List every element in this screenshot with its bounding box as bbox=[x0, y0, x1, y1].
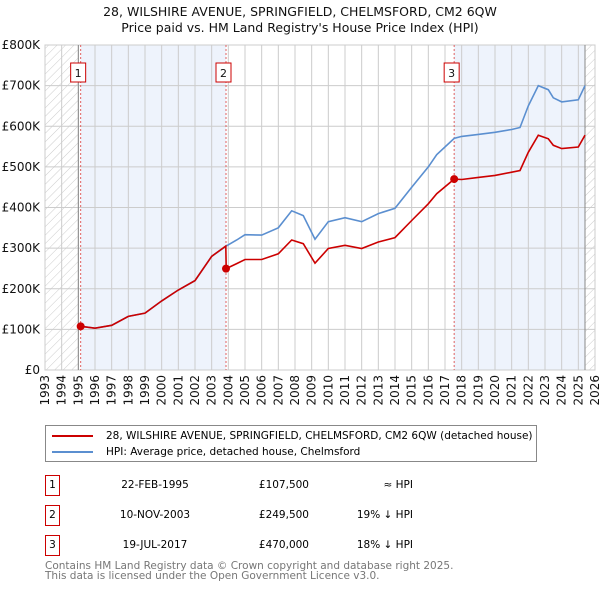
legend-label-property: 28, WILSHIRE AVENUE, SPRINGFIELD, CHELMS… bbox=[106, 430, 533, 442]
sale-price: £249,500 bbox=[258, 509, 309, 521]
x-tick-label: 2014 bbox=[388, 375, 402, 406]
sale-number: 2 bbox=[45, 505, 60, 526]
x-tick-label: 2007 bbox=[271, 375, 285, 406]
y-tick-label: £100K bbox=[2, 322, 42, 336]
x-tick-label: 2002 bbox=[188, 375, 202, 406]
x-tick-label: 2021 bbox=[505, 375, 519, 406]
x-tick-label: 2024 bbox=[555, 375, 569, 406]
legend-swatch-property bbox=[52, 435, 93, 437]
legend-item-hpi: HPI: Average price, detached house, Chel… bbox=[46, 444, 360, 460]
sale-point bbox=[450, 175, 459, 184]
sale-date: 22-FEB-1995 bbox=[121, 479, 189, 491]
x-tick-label: 2025 bbox=[571, 375, 585, 406]
sale-price: £107,500 bbox=[258, 479, 309, 491]
x-tick-label: 2003 bbox=[205, 375, 219, 406]
sale-marker-label: 1 bbox=[70, 62, 87, 83]
x-tick-label: 2016 bbox=[421, 375, 435, 406]
x-tick-label: 2019 bbox=[471, 375, 485, 406]
sale-marker-number: 1 bbox=[75, 67, 82, 80]
price-chart: 1993 1994 1995 1996 1997 1998 1999 2000 2001 2002… bbox=[2, 38, 600, 406]
x-tick-label: 1999 bbox=[138, 375, 152, 406]
sale-point bbox=[222, 264, 230, 273]
y-tick-label: £0 bbox=[25, 363, 40, 377]
sale-number: 3 bbox=[45, 535, 60, 556]
x-tick-label: 2004 bbox=[221, 375, 235, 406]
sale-marker-box bbox=[70, 62, 87, 83]
x-tick-label: 2012 bbox=[355, 375, 369, 406]
chart-title: 28, WILSHIRE AVENUE, SPRINGFIELD, CHELMS… bbox=[103, 4, 497, 19]
x-tick-label: 1993 bbox=[38, 375, 52, 406]
sale-date: 10-NOV-2003 bbox=[119, 509, 191, 521]
legend-swatch-hpi bbox=[52, 451, 93, 453]
chart-subtitle: Price paid vs. HM Land Registry's House … bbox=[121, 20, 479, 35]
x-tick-label: 1998 bbox=[121, 375, 135, 406]
x-tick-label: 2001 bbox=[171, 375, 185, 406]
sale-marker-box bbox=[215, 62, 232, 83]
sale-hpi-compare: 19% ↓ HPI bbox=[356, 509, 413, 521]
sale-hpi-compare: 18% ↓ HPI bbox=[356, 539, 413, 551]
sale-marker-label: 2 bbox=[215, 62, 232, 83]
y-tick-label: £400K bbox=[2, 201, 42, 215]
sale-marker-label: 3 bbox=[443, 62, 460, 83]
sale-point bbox=[76, 322, 85, 331]
x-tick-label: 2013 bbox=[371, 375, 385, 406]
sale-marker-number: 3 bbox=[448, 67, 455, 80]
y-tick-label: £800K bbox=[2, 38, 42, 52]
sale-price: £470,000 bbox=[258, 539, 309, 551]
y-tick-label: £300K bbox=[2, 241, 42, 255]
sale-row: 2 10-NOV-2003 £249,500 19% ↓ HPI bbox=[45, 505, 445, 526]
x-tick-label: 2011 bbox=[338, 375, 352, 406]
x-tick-label: 1995 bbox=[71, 375, 85, 406]
x-tick-label: 2022 bbox=[521, 375, 535, 406]
x-tick-label: 2018 bbox=[455, 375, 469, 406]
x-tick-label: 2009 bbox=[305, 375, 319, 406]
x-tick-label: 2015 bbox=[405, 375, 419, 406]
y-tick-label: £700K bbox=[2, 79, 42, 93]
x-tick-label: 2023 bbox=[538, 375, 552, 406]
x-tick-label: 2005 bbox=[238, 375, 252, 406]
x-tick-label: 2026 bbox=[588, 375, 600, 406]
footer: Contains HM Land Registry data © Crown c… bbox=[45, 560, 454, 582]
x-tick-label: 2000 bbox=[155, 375, 169, 406]
x-tick-label: 1996 bbox=[88, 375, 102, 406]
footer-licence: This data is licensed under the Open Gov… bbox=[45, 570, 380, 582]
y-tick-label: £600K bbox=[2, 119, 42, 133]
x-tick-label: 1994 bbox=[55, 375, 69, 406]
plot-border bbox=[44, 44, 596, 371]
y-tick-label: £500K bbox=[2, 160, 42, 174]
sale-number: 1 bbox=[45, 475, 60, 496]
sale-marker-box bbox=[443, 62, 460, 83]
legend-label-hpi: HPI: Average price, detached house, Chel… bbox=[106, 446, 361, 458]
property-series-line bbox=[80, 134, 586, 330]
x-tick-label: 2006 bbox=[255, 375, 269, 406]
legend: 28, WILSHIRE AVENUE, SPRINGFIELD, CHELMS… bbox=[45, 425, 537, 462]
footer-copyright: Contains HM Land Registry data © Crown c… bbox=[45, 560, 454, 572]
sale-date: 19-JUL-2017 bbox=[122, 539, 188, 551]
legend-item-property: 28, WILSHIRE AVENUE, SPRINGFIELD, CHELMS… bbox=[46, 428, 533, 444]
x-tick-label: 2020 bbox=[488, 375, 502, 406]
x-tick-label: 2008 bbox=[288, 375, 302, 406]
sale-row: 1 22-FEB-1995 £107,500 ≈ HPI bbox=[45, 475, 445, 496]
sale-hpi-compare: ≈ HPI bbox=[383, 479, 413, 491]
sale-marker-number: 2 bbox=[220, 67, 227, 80]
y-tick-label: £200K bbox=[2, 282, 42, 296]
sale-row: 3 19-JUL-2017 £470,000 18% ↓ HPI bbox=[45, 535, 445, 556]
x-tick-label: 2010 bbox=[321, 375, 335, 406]
x-tick-label: 1997 bbox=[105, 375, 119, 406]
x-tick-label: 2017 bbox=[438, 375, 452, 406]
